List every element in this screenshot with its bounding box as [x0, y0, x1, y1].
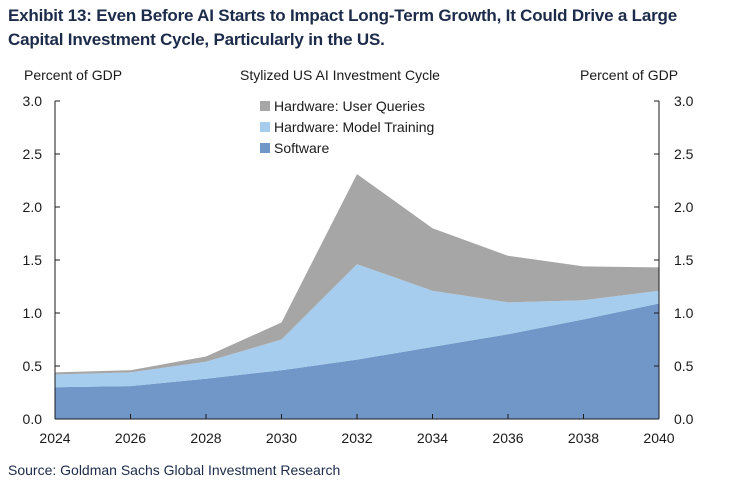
area-hardware-model-training — [55, 264, 659, 388]
right-axis-label: Percent of GDP — [580, 67, 678, 83]
y-tick-label-left: 1.0 — [23, 305, 43, 321]
exhibit-title: Exhibit 13: Even Before AI Starts to Imp… — [8, 6, 677, 49]
x-tick-label: 2024 — [39, 430, 70, 446]
y-tick-label-left: 1.5 — [23, 252, 43, 268]
x-tick-label: 2030 — [266, 430, 297, 446]
chart-title: Stylized US AI Investment Cycle — [240, 67, 440, 83]
legend-swatch — [260, 101, 270, 111]
y-tick-label-right: 1.5 — [674, 252, 694, 268]
x-tick-label: 2032 — [341, 430, 372, 446]
x-tick-label: 2034 — [417, 430, 448, 446]
y-tick-label-right: 2.5 — [674, 146, 694, 162]
legend-label: Software — [274, 140, 329, 156]
legend-label: Hardware: Model Training — [274, 119, 434, 135]
legend-swatch — [260, 143, 270, 153]
area-software — [55, 303, 659, 419]
y-tick-label-left: 0.0 — [23, 411, 43, 427]
y-tick-label-left: 2.5 — [23, 146, 43, 162]
y-tick-label-left: 2.0 — [23, 199, 43, 215]
source-note: Source: Goldman Sachs Global Investment … — [8, 462, 341, 478]
chart-axes: 0.0 0.0 0.5 0.5 1.0 1.0 1.5 1.5 2.0 2.0 2.5 2.5 3.0 3… — [23, 93, 694, 446]
y-tick-label-right: 2.0 — [674, 199, 694, 215]
y-tick-label-right: 0.0 — [674, 411, 694, 427]
legend-label: Hardware: User Queries — [274, 98, 425, 114]
y-tick-label-left: 3.0 — [23, 93, 43, 109]
y-tick-label-right: 0.5 — [674, 358, 694, 374]
x-tick-label: 2036 — [492, 430, 523, 446]
y-tick-label-right: 3.0 — [674, 93, 694, 109]
chart-areas — [55, 174, 659, 419]
y-tick-label-left: 0.5 — [23, 358, 43, 374]
x-tick-label: 2028 — [190, 430, 221, 446]
left-axis-label: Percent of GDP — [24, 67, 122, 83]
x-tick-label: 2040 — [643, 430, 674, 446]
legend-swatch — [260, 122, 270, 132]
legend: Hardware: User Queries Hardware: Model Tr… — [260, 98, 434, 156]
area-hardware-user-queries — [55, 174, 659, 375]
y-tick-label-right: 1.0 — [674, 305, 694, 321]
x-tick-label: 2026 — [115, 430, 146, 446]
x-tick-label: 2038 — [568, 430, 599, 446]
